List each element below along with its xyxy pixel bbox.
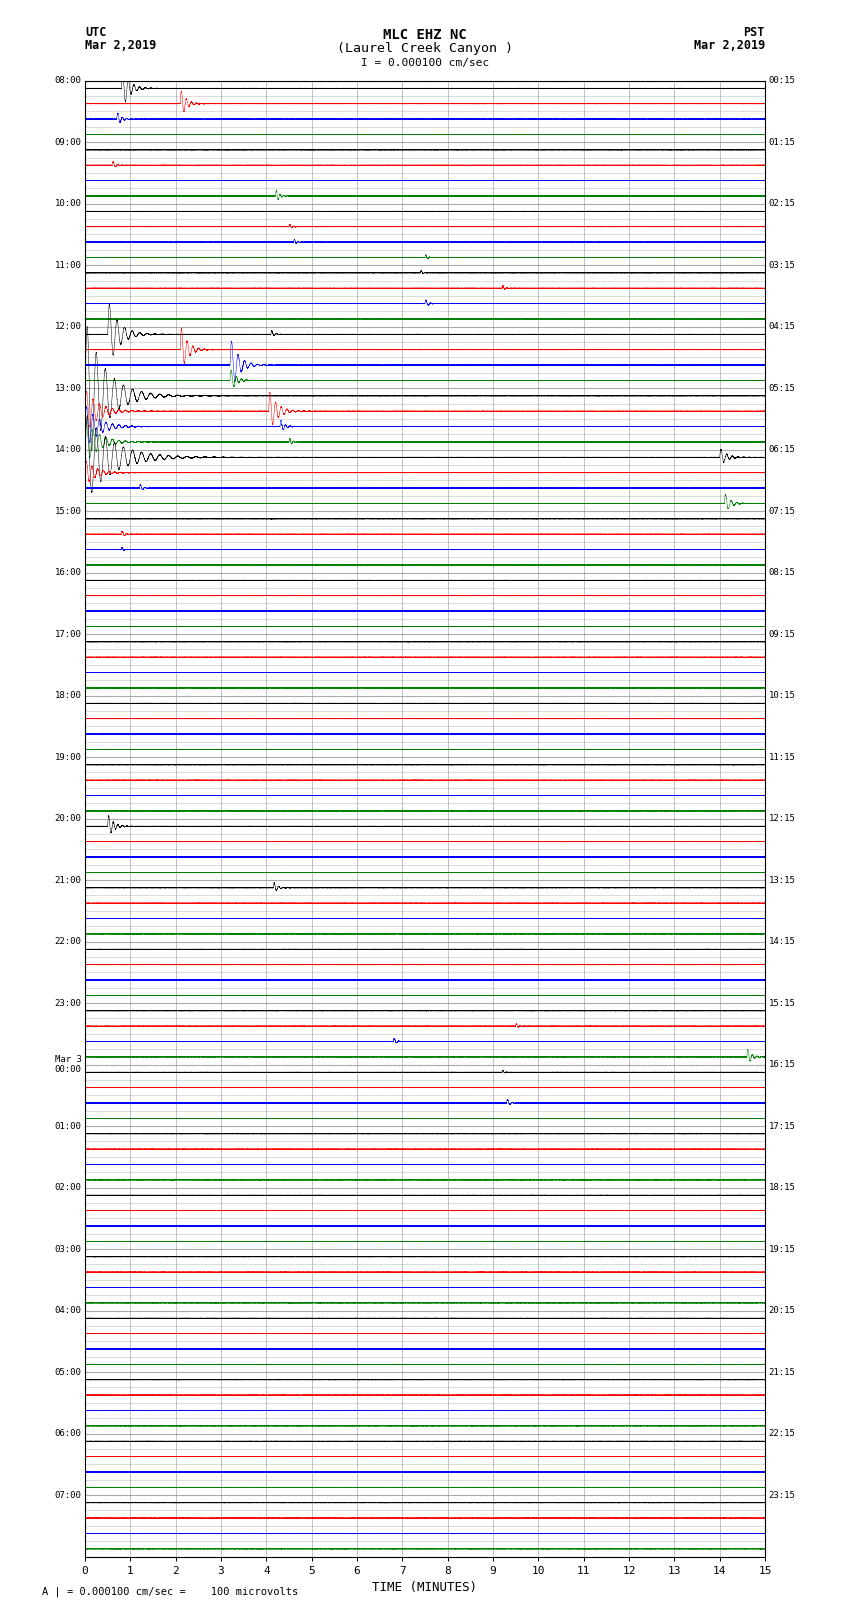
Text: 03:15: 03:15 bbox=[768, 261, 796, 269]
Text: 23:15: 23:15 bbox=[768, 1490, 796, 1500]
Text: 17:15: 17:15 bbox=[768, 1121, 796, 1131]
Text: 09:15: 09:15 bbox=[768, 629, 796, 639]
Text: 09:00: 09:00 bbox=[54, 137, 82, 147]
Text: 10:00: 10:00 bbox=[54, 198, 82, 208]
Text: MLC EHZ NC: MLC EHZ NC bbox=[383, 27, 467, 42]
Text: 01:15: 01:15 bbox=[768, 137, 796, 147]
Text: 04:00: 04:00 bbox=[54, 1307, 82, 1315]
Text: Mar 2,2019: Mar 2,2019 bbox=[85, 39, 156, 52]
Text: 19:00: 19:00 bbox=[54, 753, 82, 761]
Text: 05:00: 05:00 bbox=[54, 1368, 82, 1376]
Text: 16:00: 16:00 bbox=[54, 568, 82, 577]
Text: 20:15: 20:15 bbox=[768, 1307, 796, 1315]
Text: 19:15: 19:15 bbox=[768, 1245, 796, 1253]
Text: 15:00: 15:00 bbox=[54, 506, 82, 516]
Text: 08:00: 08:00 bbox=[54, 76, 82, 85]
Text: PST: PST bbox=[744, 26, 765, 39]
Text: 02:15: 02:15 bbox=[768, 198, 796, 208]
Text: 13:15: 13:15 bbox=[768, 876, 796, 884]
Text: 13:00: 13:00 bbox=[54, 384, 82, 392]
Text: 21:00: 21:00 bbox=[54, 876, 82, 884]
Text: Mar 2,2019: Mar 2,2019 bbox=[694, 39, 765, 52]
Text: 20:00: 20:00 bbox=[54, 815, 82, 823]
Text: 17:00: 17:00 bbox=[54, 629, 82, 639]
Text: 01:00: 01:00 bbox=[54, 1121, 82, 1131]
Text: UTC: UTC bbox=[85, 26, 106, 39]
Text: 11:00: 11:00 bbox=[54, 261, 82, 269]
X-axis label: TIME (MINUTES): TIME (MINUTES) bbox=[372, 1581, 478, 1594]
Text: 07:00: 07:00 bbox=[54, 1490, 82, 1500]
Text: 21:15: 21:15 bbox=[768, 1368, 796, 1376]
Text: 22:00: 22:00 bbox=[54, 937, 82, 947]
Text: 22:15: 22:15 bbox=[768, 1429, 796, 1439]
Text: 18:00: 18:00 bbox=[54, 690, 82, 700]
Text: 02:00: 02:00 bbox=[54, 1182, 82, 1192]
Text: 12:00: 12:00 bbox=[54, 323, 82, 331]
Text: 03:00: 03:00 bbox=[54, 1245, 82, 1253]
Text: 12:15: 12:15 bbox=[768, 815, 796, 823]
Text: 06:00: 06:00 bbox=[54, 1429, 82, 1439]
Text: Mar 3
00:00: Mar 3 00:00 bbox=[54, 1055, 82, 1074]
Text: 23:00: 23:00 bbox=[54, 998, 82, 1008]
Text: 00:15: 00:15 bbox=[768, 76, 796, 85]
Text: 15:15: 15:15 bbox=[768, 998, 796, 1008]
Text: 10:15: 10:15 bbox=[768, 690, 796, 700]
Text: 07:15: 07:15 bbox=[768, 506, 796, 516]
Text: 05:15: 05:15 bbox=[768, 384, 796, 392]
Text: 06:15: 06:15 bbox=[768, 445, 796, 455]
Text: (Laurel Creek Canyon ): (Laurel Creek Canyon ) bbox=[337, 42, 513, 55]
Text: A | = 0.000100 cm/sec =    100 microvolts: A | = 0.000100 cm/sec = 100 microvolts bbox=[42, 1586, 298, 1597]
Text: 14:15: 14:15 bbox=[768, 937, 796, 947]
Text: 16:15: 16:15 bbox=[768, 1060, 796, 1069]
Text: 11:15: 11:15 bbox=[768, 753, 796, 761]
Text: 14:00: 14:00 bbox=[54, 445, 82, 455]
Text: I = 0.000100 cm/sec: I = 0.000100 cm/sec bbox=[361, 58, 489, 68]
Text: 08:15: 08:15 bbox=[768, 568, 796, 577]
Text: 18:15: 18:15 bbox=[768, 1182, 796, 1192]
Text: 04:15: 04:15 bbox=[768, 323, 796, 331]
